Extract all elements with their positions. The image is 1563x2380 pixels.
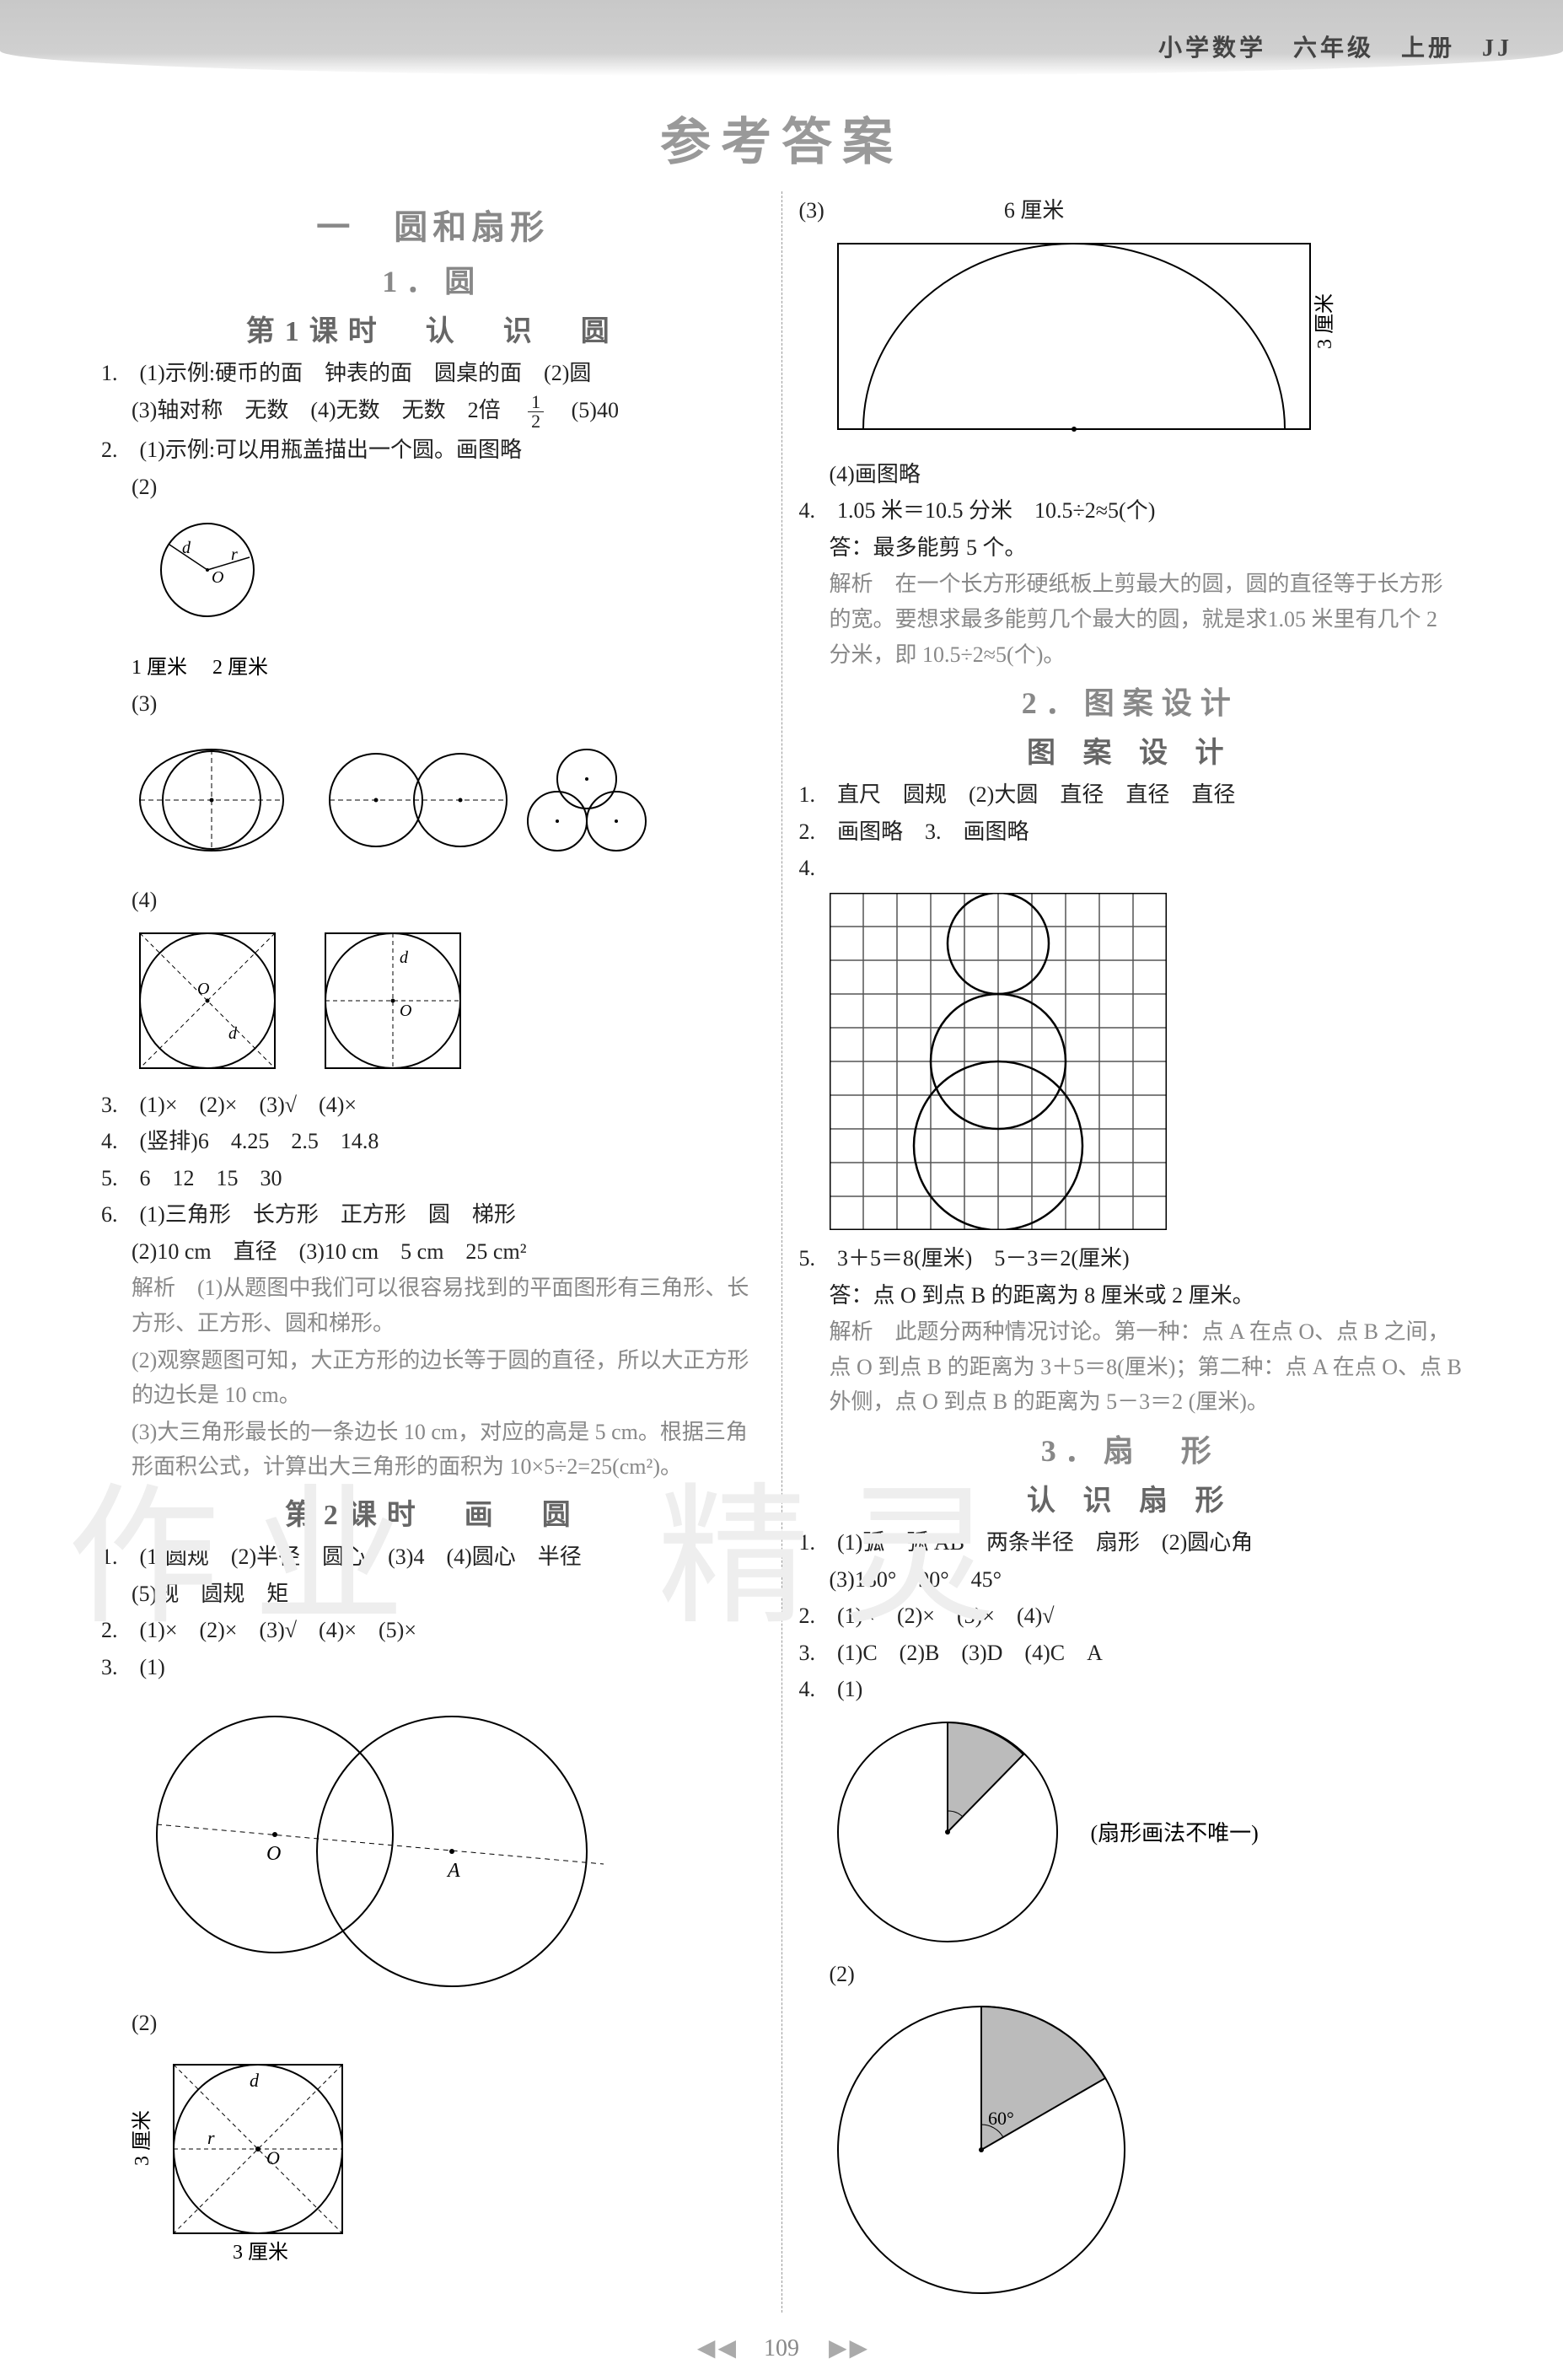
s2q2: 2. 画图略 3. 画图略: [799, 814, 1463, 850]
s3q1-l1: 1. (1)弧 弧 AB 两条半径 扇形 (2)圆心角: [799, 1525, 1463, 1561]
q6-e3: (3)大三角形最长的一条边长 10 cm，对应的高是 5 cm。根据三角形面积公…: [101, 1415, 765, 1485]
svg-text:r: r: [207, 2127, 215, 2148]
svg-text:O: O: [197, 980, 209, 998]
r-q4-l2: 答：最多能剪 5 个。: [799, 530, 1463, 566]
svg-text:A: A: [446, 1860, 460, 1882]
q2-sub3: (3): [101, 686, 765, 722]
svg-text:r: r: [231, 545, 238, 564]
svg-text:O: O: [212, 568, 223, 587]
svg-text:d: d: [228, 1024, 238, 1043]
diagram-three-circles: [101, 728, 765, 876]
s3q2: 2. (1)× (2)× (3)× (4)√: [799, 1598, 1463, 1634]
q1-line2: (3)轴对称 无数 (4)无数 无数 2倍 12 (5)40: [101, 393, 765, 432]
diagram-sector-1: (扇形画法不唯一): [799, 1714, 1463, 1950]
diagram-grid-circles: [799, 893, 1463, 1234]
r-sub4: (4)画图略: [799, 457, 1463, 492]
s2q1: 1. 直尺 圆规 (2)大圆 直径 直径 直径: [799, 777, 1463, 813]
q5: 5. 6 12 15 30: [101, 1161, 765, 1196]
l2q2: 2. (1)× (2)× (3)√ (4)× (5)×: [101, 1613, 765, 1648]
svg-text:d: d: [182, 539, 191, 557]
section-3-title: 3．扇 形: [799, 1426, 1463, 1470]
s2q5-l1: 5. 3＋5＝8(厘米) 5－3＝2(厘米): [799, 1241, 1463, 1276]
svg-text:3 厘米: 3 厘米: [233, 2241, 288, 2264]
diagram-two-squares: O d d O: [101, 925, 765, 1081]
sector-note: (扇形画法不唯一): [1091, 1816, 1259, 1847]
svg-text:3 厘米: 3 厘米: [1313, 293, 1336, 349]
column-right: (3) 6 厘米 3 厘米 (4)画图略 4. 1.05 米＝10.5 分米 1…: [782, 191, 1480, 2313]
svg-text:O: O: [266, 1843, 281, 1865]
l2q1-l2: (5)规 圆规 矩: [101, 1577, 765, 1612]
q6-l2: (2)10 cm 直径 (3)10 cm 5 cm 25 cm²: [101, 1234, 765, 1270]
diagram-sector-2: 60°: [799, 1998, 1463, 2306]
svg-text:d: d: [400, 948, 409, 967]
s3q1-l2: (3)180° 90° 45°: [799, 1562, 1463, 1598]
s3q4-sub2: (2): [799, 1957, 1463, 1992]
s2q5-e1: 解析 此题分两种情况讨论。第一种：点 A 在点 O、点 B 之间，点 O 到点 …: [799, 1314, 1463, 1420]
page-number: ◀ ◀ 109 ▶ ▶: [0, 2329, 1563, 2380]
lesson-1-title: 第1课时 认 识 圆: [101, 308, 765, 349]
q6-e1: 解析 (1)从题图中我们可以很容易找到的平面图形有三角形、长方形、正方形、圆和梯…: [101, 1271, 765, 1340]
page-number-value: 109: [764, 2335, 799, 2361]
svg-text:d: d: [250, 2070, 260, 2091]
diagram-3cm-square: 3 厘米 d r O 3 厘米: [101, 2048, 765, 2271]
s2q4: 4.: [799, 851, 1463, 886]
q2-sub4: (4): [101, 883, 765, 918]
svg-text:O: O: [400, 1002, 411, 1020]
column-left: 一 圆和扇形 1．圆 第1课时 认 识 圆 1. (1)示例:硬币的面 钟表的面…: [84, 191, 782, 2313]
q1-l2b: (5)40: [550, 398, 619, 422]
l2q3-sub2: (2): [101, 2006, 765, 2041]
diagram-two-intersect: O A: [101, 1691, 765, 1999]
q1-line1: 1. (1)示例:硬币的面 钟表的面 圆桌的面 (2)圆: [101, 356, 765, 391]
r-q4-e1: 解析 在一个长方形硬纸板上剪最大的圆，圆的直径等于长方形的宽。要想求最多能剪几个…: [799, 567, 1463, 672]
fraction-1-2: 12: [528, 393, 544, 431]
triangle-left-icon: ◀ ◀: [697, 2335, 734, 2361]
label-1cm: 1 厘米: [132, 657, 187, 679]
section-1-title: 1．圆: [101, 257, 765, 301]
svg-text:O: O: [266, 2147, 280, 2168]
q3: 3. (1)× (2)× (3)√ (4)×: [101, 1088, 765, 1123]
q4: 4. (竖排)6 4.25 2.5 14.8: [101, 1124, 765, 1159]
header-subject: 小学数学 六年级 上册 JJ: [1158, 30, 1512, 63]
l2q3-l1: 3. (1): [101, 1650, 765, 1685]
r-6cm: 6 厘米: [1004, 198, 1065, 223]
q2-line1: 2. (1)示例:可以用瓶盖描出一个圆。画图略: [101, 432, 765, 468]
q1-l2a: (3)轴对称 无数 (4)无数 无数 2倍: [132, 398, 523, 422]
triangle-right-icon: ▶ ▶: [829, 2335, 866, 2361]
q6-l1: 6. (1)三角形 长方形 正方形 圆 梯形: [101, 1197, 765, 1233]
diagram-circle-dr: d O r 1 厘米 2 厘米: [101, 511, 765, 680]
r-sub3-label: (3): [799, 198, 824, 223]
r-q4-l1: 4. 1.05 米＝10.5 分米 10.5÷2≈5(个): [799, 493, 1463, 529]
s3q3: 3. (1)C (2)B (3)D (4)C A: [799, 1636, 1463, 1671]
svg-text:3 厘米: 3 厘米: [132, 2110, 153, 2166]
s3q4-l1: 4. (1): [799, 1672, 1463, 1707]
lesson-2-title: 第2课时 画 圆: [101, 1491, 765, 1533]
content: 一 圆和扇形 1．圆 第1课时 认 识 圆 1. (1)示例:硬币的面 钟表的面…: [0, 191, 1563, 2313]
l2q1-l1: 1. (1)圆规 (2)半径 圆心 (3)4 (4)圆心 半径: [101, 1539, 765, 1575]
s2q5-l2: 答：点 O 到点 B 的距离为 8 厘米或 2 厘米。: [799, 1278, 1463, 1314]
svg-text:60°: 60°: [988, 2108, 1014, 2129]
section-2-title: 2．图案设计: [799, 679, 1463, 723]
q2-sub2: (2): [101, 470, 765, 505]
label-2cm: 2 厘米: [212, 657, 268, 679]
q6-e2: (2)观察题图可知，大正方形的边长等于圆的直径，所以大正方形的边长是 10 cm…: [101, 1343, 765, 1413]
main-title: 参考答案: [0, 101, 1563, 175]
diagram-semicircle: 3 厘米: [799, 235, 1463, 450]
chapter-title: 一 圆和扇形: [101, 200, 765, 249]
section-3-sub: 认 识 扇 形: [799, 1477, 1463, 1518]
section-2-sub: 图 案 设 计: [799, 729, 1463, 771]
page-header: 小学数学 六年级 上册 JJ: [0, 0, 1563, 76]
r-sub3: (3) 6 厘米: [799, 193, 1463, 228]
